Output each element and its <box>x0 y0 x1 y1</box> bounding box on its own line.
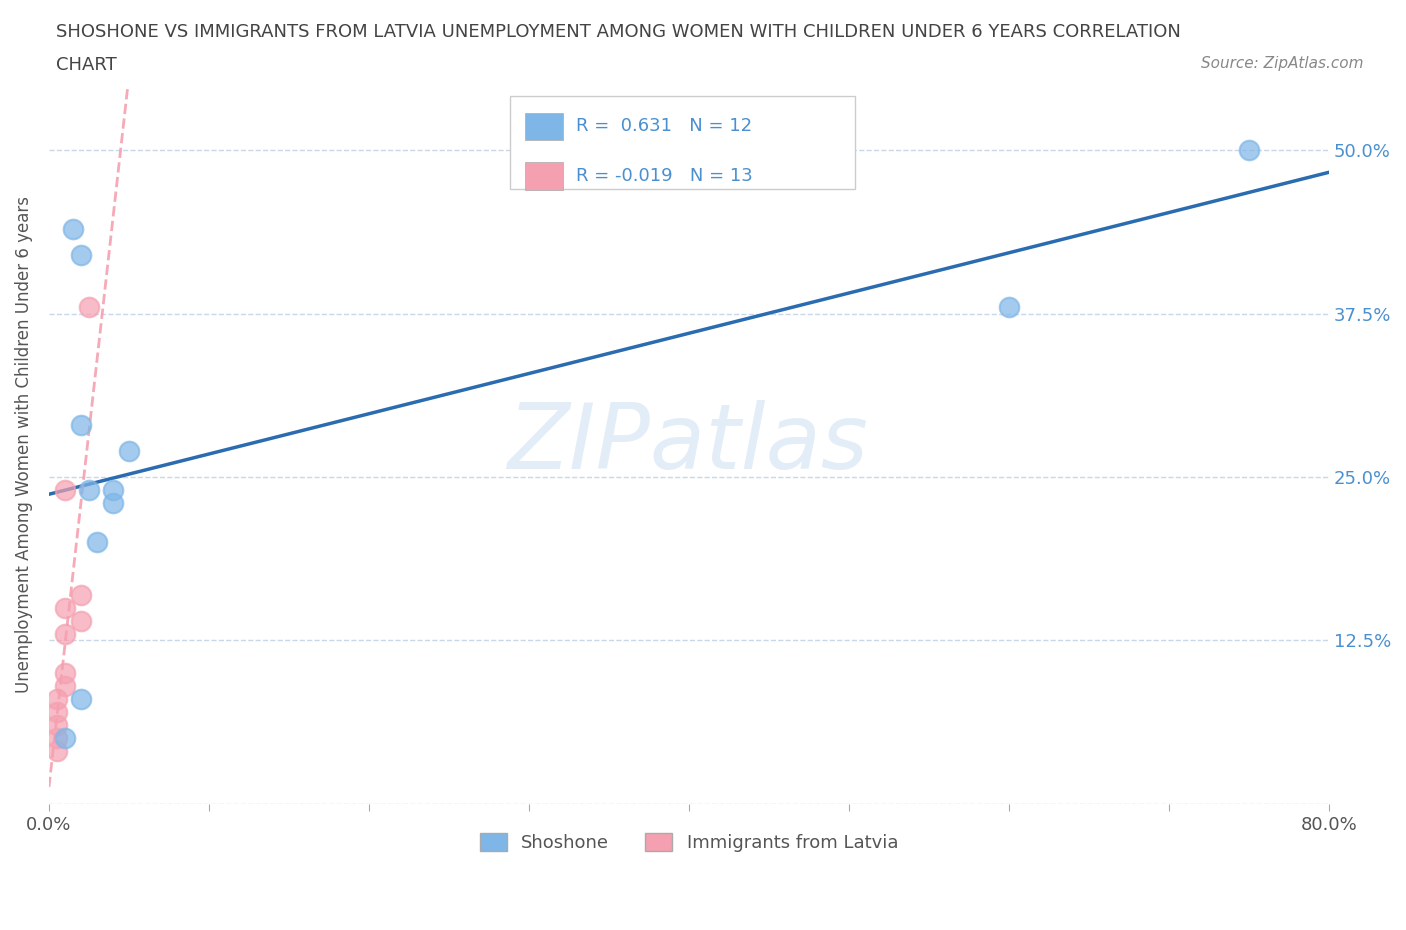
Point <box>101 496 124 511</box>
Point <box>62 221 84 236</box>
Text: R =  0.631   N = 12: R = 0.631 N = 12 <box>576 117 752 136</box>
Point <box>53 483 76 498</box>
Point <box>70 613 93 628</box>
Point <box>46 744 69 759</box>
Text: SHOSHONE VS IMMIGRANTS FROM LATVIA UNEMPLOYMENT AMONG WOMEN WITH CHILDREN UNDER : SHOSHONE VS IMMIGRANTS FROM LATVIA UNEMP… <box>56 23 1181 41</box>
Point <box>46 692 69 707</box>
FancyBboxPatch shape <box>524 163 564 190</box>
FancyBboxPatch shape <box>524 113 564 140</box>
Point <box>86 535 108 550</box>
Legend: Shoshone, Immigrants from Latvia: Shoshone, Immigrants from Latvia <box>472 826 905 859</box>
Point <box>1237 142 1260 157</box>
Text: CHART: CHART <box>56 56 117 73</box>
Point <box>101 483 124 498</box>
Text: R = -0.019   N = 13: R = -0.019 N = 13 <box>576 167 754 185</box>
Point <box>46 731 69 746</box>
Point <box>46 718 69 733</box>
Text: Source: ZipAtlas.com: Source: ZipAtlas.com <box>1201 56 1364 71</box>
Point <box>53 627 76 642</box>
Point <box>46 705 69 720</box>
Point <box>70 247 93 262</box>
Point <box>77 299 100 314</box>
Point <box>118 444 141 458</box>
FancyBboxPatch shape <box>510 96 855 189</box>
Point <box>998 299 1021 314</box>
Point <box>53 679 76 694</box>
Point <box>70 587 93 602</box>
Y-axis label: Unemployment Among Women with Children Under 6 years: Unemployment Among Women with Children U… <box>15 195 32 693</box>
Point <box>70 418 93 432</box>
Point <box>53 666 76 681</box>
Text: ZIPatlas: ZIPatlas <box>509 400 869 488</box>
Point <box>77 483 100 498</box>
Point <box>70 692 93 707</box>
Point <box>53 731 76 746</box>
Point <box>53 600 76 615</box>
